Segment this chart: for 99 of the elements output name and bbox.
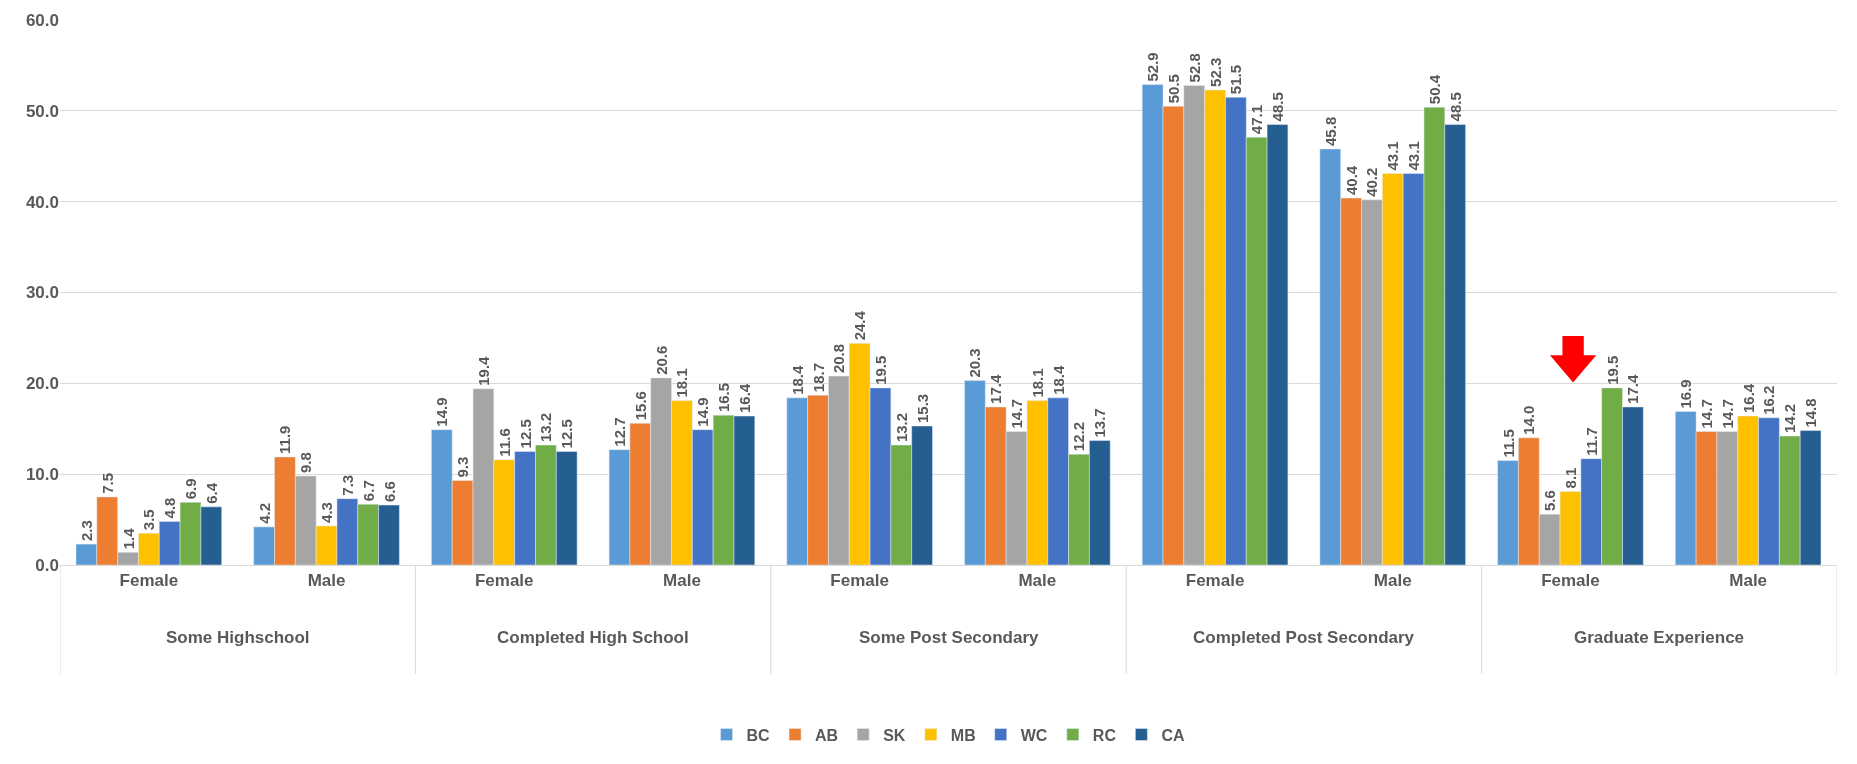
data-label: 12.5 xyxy=(558,419,576,449)
x-tick-label: Male xyxy=(663,571,701,591)
legend-label: CA xyxy=(1161,726,1185,744)
x-tick-label: Female xyxy=(1541,571,1600,591)
data-label: 14.7 xyxy=(1718,399,1736,429)
data-label: 18.1 xyxy=(673,368,691,398)
data-label: 7.3 xyxy=(338,474,356,496)
data-label: 15.3 xyxy=(913,393,931,424)
data-label: 12.2 xyxy=(1070,421,1088,452)
data-label: 11.6 xyxy=(495,428,513,457)
data-label: 9.8 xyxy=(297,452,315,473)
data-label: 11.7 xyxy=(1582,427,1600,456)
data-label: 13.7 xyxy=(1091,408,1109,438)
data-label: 16.4 xyxy=(735,383,753,414)
y-tick-label: 20.0 xyxy=(25,374,59,394)
text: Completed Post Secondary xyxy=(1193,628,1415,647)
data-label: 2.3 xyxy=(77,520,95,542)
data-label: 18.4 xyxy=(1049,365,1067,395)
legend-label: SK xyxy=(883,726,906,744)
data-label: 16.9 xyxy=(1677,379,1695,409)
data-label: 14.9 xyxy=(433,397,451,427)
data-label: 6.9 xyxy=(181,478,199,500)
x-tick-label: Male xyxy=(1018,571,1057,591)
data-label: 4.8 xyxy=(161,497,179,519)
data-label: 4.2 xyxy=(255,502,273,524)
data-label: 43.1 xyxy=(1384,141,1402,171)
data-label: 52.3 xyxy=(1206,57,1224,87)
legend-label: WC xyxy=(1020,726,1048,744)
x-tick-label: Female xyxy=(119,571,179,591)
data-label: 50.4 xyxy=(1425,74,1443,105)
text: Some Post Secondary xyxy=(859,628,1040,647)
data-label: 14.9 xyxy=(694,397,712,427)
data-label: 15.6 xyxy=(631,391,649,421)
data-label: 50.5 xyxy=(1164,74,1182,104)
data-label: 20.8 xyxy=(830,343,848,374)
data-label: 18.7 xyxy=(809,362,827,393)
data-label: 20.6 xyxy=(652,345,670,375)
data-label: 16.4 xyxy=(1739,383,1757,414)
data-label: 14.2 xyxy=(1781,403,1799,434)
y-tick-label: 10.0 xyxy=(25,465,59,485)
data-label: 19.5 xyxy=(1603,355,1621,385)
text: Some Highschool xyxy=(166,628,310,647)
legend-label: BC xyxy=(746,726,771,744)
data-label: 5.6 xyxy=(1541,490,1559,512)
x-tick-label: Female xyxy=(474,571,534,591)
data-label: 6.7 xyxy=(359,480,377,502)
data-label: 7.5 xyxy=(98,473,116,494)
data-label: 45.8 xyxy=(1321,116,1339,146)
data-label: 1.4 xyxy=(119,527,137,550)
data-label: 40.2 xyxy=(1363,167,1381,197)
data-label: 52.9 xyxy=(1144,52,1162,82)
data-label: 16.5 xyxy=(715,382,733,413)
data-label: 20.3 xyxy=(966,348,984,378)
x-tick-label: Male xyxy=(1729,571,1768,591)
x-tick-label: Female xyxy=(830,571,889,591)
data-label: 11.9 xyxy=(276,425,294,454)
y-tick-label: 60.0 xyxy=(25,10,59,30)
x-tick-label: Male xyxy=(1373,571,1412,591)
y-tick-label: 0.0 xyxy=(35,555,59,575)
data-label: 14.0 xyxy=(1520,405,1538,435)
data-label: 51.5 xyxy=(1227,65,1245,95)
data-label: 43.1 xyxy=(1405,141,1423,171)
text: Graduate Experience xyxy=(1574,628,1745,647)
data-label: 19.4 xyxy=(474,355,492,386)
legend-label: MB xyxy=(950,726,976,744)
data-label: 13.2 xyxy=(892,412,910,443)
data-label: 48.5 xyxy=(1269,92,1286,122)
data-label: 52.8 xyxy=(1185,53,1203,83)
data-label: 17.4 xyxy=(987,374,1005,404)
data-label: 4.3 xyxy=(318,502,336,523)
data-label: 24.4 xyxy=(851,310,869,341)
data-label: 11.5 xyxy=(1499,429,1517,458)
y-tick-label: 30.0 xyxy=(25,283,59,303)
data-label: 47.1 xyxy=(1248,104,1266,135)
data-label: 14.7 xyxy=(1698,399,1716,429)
data-label: 40.4 xyxy=(1342,165,1360,196)
legend-label: AB xyxy=(815,726,839,744)
data-label: 13.2 xyxy=(537,412,555,443)
y-tick-label: 40.0 xyxy=(25,192,59,212)
data-label: 48.5 xyxy=(1446,92,1464,122)
data-label: 14.8 xyxy=(1802,398,1820,428)
data-label: 8.1 xyxy=(1561,467,1579,489)
data-label: 9.3 xyxy=(454,456,472,478)
data-label: 18.1 xyxy=(1028,368,1046,398)
data-label: 6.4 xyxy=(202,482,220,504)
data-label: 12.7 xyxy=(611,417,628,447)
data-label: 17.4 xyxy=(1624,374,1642,404)
x-tick-label: Male xyxy=(307,571,346,591)
data-label: 12.5 xyxy=(516,419,534,449)
legend-label: RC xyxy=(1092,726,1117,744)
x-tick-label: Female xyxy=(1185,571,1245,591)
data-label: 16.2 xyxy=(1760,385,1778,415)
data-label: 14.7 xyxy=(1008,399,1026,429)
text: Completed High School xyxy=(497,628,689,647)
data-label: 18.4 xyxy=(788,365,806,395)
data-label: 6.6 xyxy=(380,481,398,503)
data-label: 19.5 xyxy=(871,355,889,385)
y-tick-label: 50.0 xyxy=(25,101,59,121)
data-label: 3.5 xyxy=(140,509,158,531)
